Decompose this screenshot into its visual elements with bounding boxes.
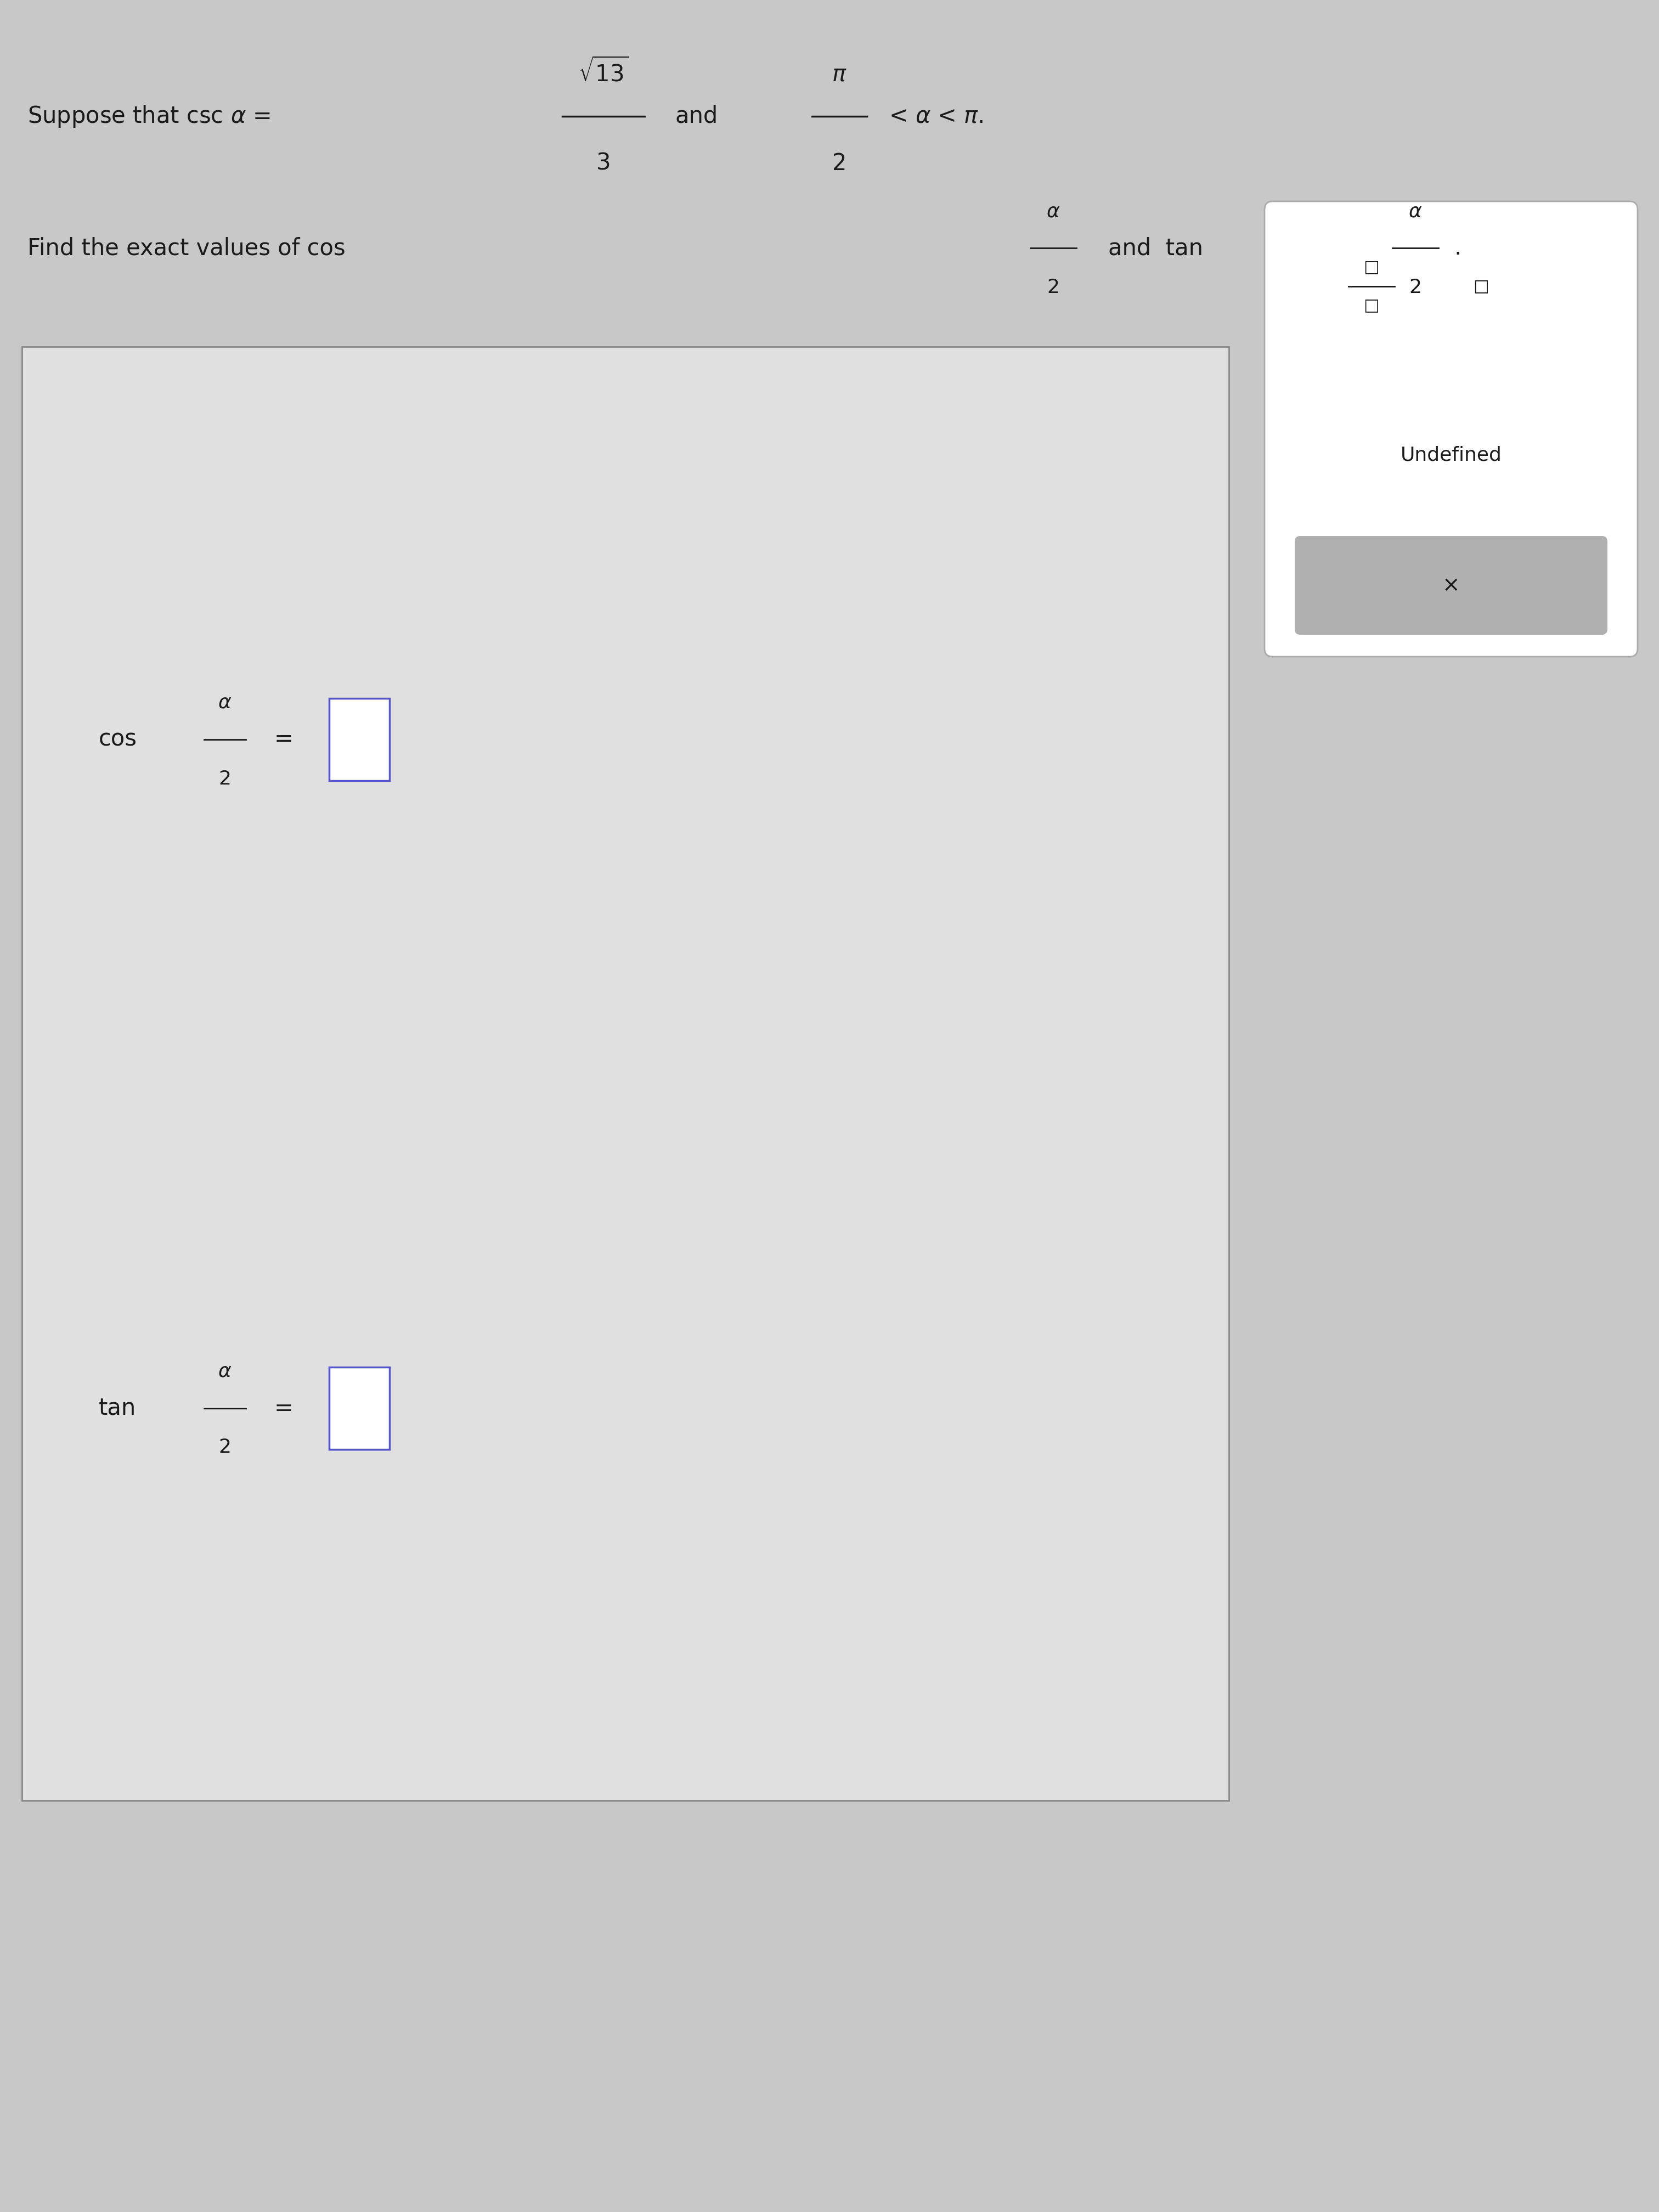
- Text: □: □: [1364, 259, 1379, 274]
- Text: cos: cos: [100, 728, 138, 750]
- Text: < $\alpha$ < $\pi$.: < $\alpha$ < $\pi$.: [889, 104, 984, 128]
- Text: □: □: [1364, 299, 1379, 314]
- Text: and: and: [675, 104, 718, 128]
- Text: 3: 3: [596, 153, 611, 175]
- Text: $\sqrt{13}$: $\sqrt{13}$: [579, 58, 629, 86]
- Text: =: =: [274, 1396, 294, 1420]
- Text: $\alpha$: $\alpha$: [1047, 201, 1060, 221]
- Text: and  tan: and tan: [1108, 237, 1203, 259]
- FancyBboxPatch shape: [328, 1367, 390, 1449]
- FancyBboxPatch shape: [328, 699, 390, 781]
- FancyBboxPatch shape: [1294, 535, 1608, 635]
- Text: $\alpha$: $\alpha$: [1408, 201, 1422, 221]
- Text: .: .: [1453, 237, 1462, 259]
- Text: $\alpha$: $\alpha$: [217, 692, 232, 712]
- FancyBboxPatch shape: [22, 347, 1229, 1801]
- Text: $\pi$: $\pi$: [831, 64, 848, 86]
- Text: =: =: [274, 728, 294, 750]
- Text: ×: ×: [1442, 575, 1460, 595]
- Text: □: □: [1473, 279, 1490, 294]
- Text: 2: 2: [219, 770, 231, 787]
- Text: $\alpha$: $\alpha$: [217, 1363, 232, 1380]
- Text: 2: 2: [833, 153, 846, 175]
- Text: Find the exact values of cos: Find the exact values of cos: [28, 237, 345, 259]
- Text: Undefined: Undefined: [1400, 447, 1501, 465]
- Text: 2: 2: [219, 1438, 231, 1458]
- Text: 2: 2: [1047, 279, 1060, 296]
- Text: 2: 2: [1408, 279, 1422, 296]
- FancyBboxPatch shape: [1264, 201, 1637, 657]
- Text: Suppose that csc $\alpha$ =: Suppose that csc $\alpha$ =: [28, 104, 270, 128]
- Text: tan: tan: [100, 1396, 136, 1420]
